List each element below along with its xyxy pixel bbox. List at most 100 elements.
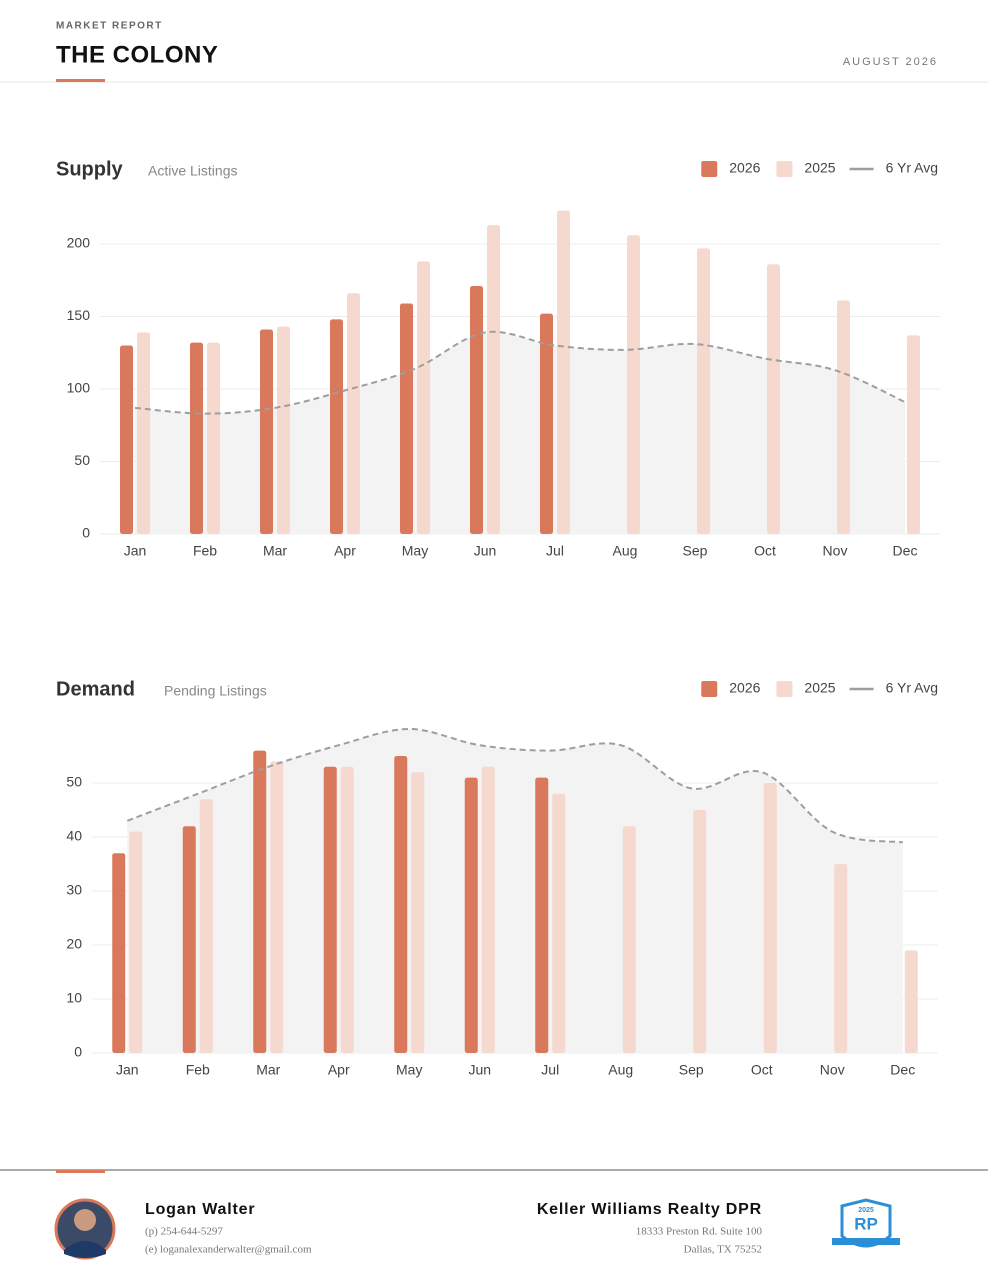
header-accent (56, 79, 105, 82)
legend-label: 6 Yr Avg (886, 680, 938, 696)
avg-area (135, 331, 905, 534)
x-tick-label: Feb (193, 543, 217, 559)
chart-subtitle: Pending Listings (164, 683, 267, 699)
bar (323, 766, 337, 1053)
y-tick-label: 50 (74, 452, 90, 468)
badge-logo: RP (854, 1214, 878, 1233)
report-title: THE COLONY (56, 41, 218, 68)
bar (767, 264, 780, 534)
legend-swatch (776, 161, 793, 177)
y-tick-label: 40 (66, 828, 82, 844)
bar (907, 335, 920, 534)
x-tick-label: Mar (263, 543, 287, 559)
bar (557, 210, 570, 534)
bar (834, 864, 848, 1053)
bar (394, 756, 408, 1053)
legend-label: 2025 (804, 680, 835, 696)
avg-line (134, 330, 906, 415)
bar (270, 761, 284, 1053)
legend-label: 2026 (729, 680, 760, 696)
bar (904, 950, 918, 1053)
bar (487, 225, 500, 534)
x-tick-label: Aug (608, 1062, 633, 1078)
x-tick-label: Jun (468, 1062, 491, 1078)
bar (199, 799, 213, 1053)
y-tick-label: 10 (66, 990, 82, 1006)
badge-shield (840, 1198, 892, 1248)
x-tick-label: Sep (679, 1062, 704, 1078)
bar (137, 332, 150, 534)
bar (540, 313, 553, 534)
x-tick-label: Jan (124, 543, 147, 559)
bar (129, 831, 143, 1053)
bar (470, 286, 483, 534)
legend-label: 2025 (804, 160, 835, 176)
bar (190, 342, 203, 534)
x-tick-label: Jul (541, 1062, 559, 1078)
bar (120, 345, 133, 534)
x-tick-label: Nov (823, 543, 848, 559)
y-tick-label: 30 (66, 882, 82, 898)
y-tick-label: 50 (66, 774, 82, 790)
x-tick-label: May (396, 1062, 422, 1078)
x-tick-label: Nov (820, 1062, 845, 1078)
legend-swatch (776, 681, 793, 697)
y-tick-label: 150 (67, 307, 91, 323)
x-tick-label: Jan (116, 1062, 139, 1078)
avg-area (127, 729, 903, 1053)
bar (697, 248, 710, 534)
x-tick-label: Jul (546, 543, 564, 559)
bar (253, 750, 267, 1053)
bar (552, 793, 566, 1053)
x-tick-label: Dec (893, 543, 918, 559)
chart: Demand Pending Listings 6 Yr Avg 2025 2026 0 1… (56, 678, 938, 1078)
bar (464, 777, 478, 1053)
bar (481, 766, 495, 1053)
bar (535, 777, 549, 1053)
x-tick-label: Aug (613, 543, 638, 559)
x-tick-label: Jun (474, 543, 497, 559)
bar (330, 319, 343, 534)
x-tick-label: Oct (751, 1062, 773, 1078)
x-tick-label: Dec (890, 1062, 915, 1078)
brokerage-address: Dallas, TX 75252 (684, 1244, 762, 1256)
agent-phone: (p) 254-644-5297 (145, 1226, 223, 1238)
legend-label: 2026 (729, 160, 760, 176)
badge-ribbon (832, 1238, 900, 1245)
x-tick-label: Feb (186, 1062, 210, 1078)
report-date: AUGUST 2026 (843, 56, 938, 68)
x-tick-label: Oct (754, 543, 776, 559)
bar (207, 342, 220, 534)
bar (347, 293, 360, 534)
bar (693, 810, 707, 1053)
chart-title: Supply (56, 158, 124, 180)
y-tick-label: 100 (67, 380, 91, 396)
agent-name: Logan Walter (145, 1201, 255, 1218)
bar (182, 826, 196, 1053)
x-tick-label: Apr (334, 543, 356, 559)
bar (277, 326, 290, 534)
bar (837, 300, 850, 534)
footer-accent (56, 1170, 105, 1173)
legend-swatch (701, 681, 718, 697)
x-tick-label: Mar (256, 1062, 280, 1078)
x-tick-label: May (402, 543, 428, 559)
x-tick-label: Apr (328, 1062, 350, 1078)
bar (112, 853, 126, 1053)
legend-label: 6 Yr Avg (886, 160, 938, 176)
chart-title: Demand (56, 678, 135, 700)
bar (400, 303, 413, 534)
bar (417, 261, 430, 534)
y-tick-label: 0 (82, 525, 90, 541)
bar (763, 783, 777, 1053)
x-tick-label: Sep (683, 543, 708, 559)
bar (627, 235, 640, 535)
brokerage-name: Keller Williams Realty DPR (537, 1201, 762, 1218)
y-tick-label: 200 (67, 235, 91, 251)
legend-swatch (701, 161, 718, 177)
bar (622, 826, 636, 1053)
agent-photo-suit (64, 1241, 106, 1258)
chart: Supply Active Listings 6 Yr Avg 2025 2026 0 50… (56, 158, 940, 559)
bar (411, 772, 425, 1053)
